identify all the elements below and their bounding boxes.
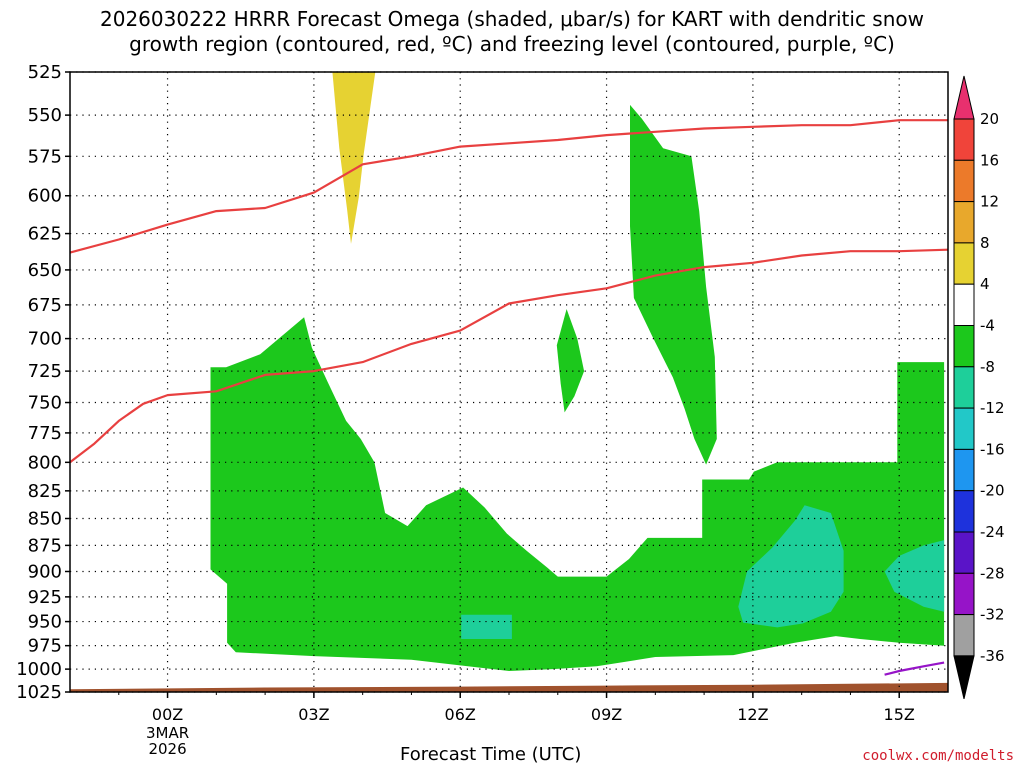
plot-frame [69, 71, 949, 693]
y-tick-label-800: 800 [28, 452, 62, 473]
colorbar-swatch-3 [953, 201, 975, 244]
x-tick-label-5: 15Z [884, 705, 915, 724]
colorbar-label-2: 12 [980, 193, 999, 211]
omega-region-4 [461, 614, 512, 639]
dendritic-contour-0 [69, 119, 948, 254]
x-tick-label-1: 03Z [298, 705, 329, 724]
colorbar-label-6: -8 [980, 358, 995, 376]
colorbar-swatch-13 [953, 614, 975, 657]
colorbar-label-4: 4 [980, 275, 990, 293]
colorbar-swatch-1 [953, 118, 975, 161]
colorbar-swatch-8 [953, 407, 975, 450]
colorbar-swatch-9 [953, 448, 975, 492]
y-tick-label-900: 900 [28, 561, 62, 582]
omega-region-0 [332, 72, 376, 244]
colorbar-swatch-11 [953, 531, 975, 574]
colorbar-label-8: -16 [980, 440, 1005, 458]
x-tick-label-2: 06Z [445, 705, 476, 724]
x-tick-label-4: 12Z [737, 705, 768, 724]
y-tick-label-775: 775 [28, 423, 62, 444]
y-tick-label-875: 875 [28, 535, 62, 556]
freezing-contour-0 [884, 661, 945, 676]
y-tick-label-850: 850 [28, 509, 62, 530]
colorbar-swatch-6 [953, 325, 975, 368]
colorbar-swatch-5 [953, 283, 975, 327]
colorbar-top-arrow [953, 75, 975, 120]
y-tick-label-1000: 1000 [16, 659, 62, 680]
y-tick-label-825: 825 [28, 481, 62, 502]
y-tick-label-750: 750 [28, 393, 62, 414]
y-tick-label-975: 975 [28, 636, 62, 657]
colorbar-swatch-4 [953, 242, 975, 285]
y-tick-label-525: 525 [28, 62, 62, 83]
y-tick-label-575: 575 [28, 146, 62, 167]
y-tick-label-700: 700 [28, 329, 62, 350]
colorbar-bottom-arrow [953, 655, 975, 700]
colorbar-label-3: 8 [980, 234, 990, 252]
y-tick-label-625: 625 [28, 224, 62, 245]
y-tick-label-950: 950 [28, 612, 62, 633]
y-tick-label-1025: 1025 [16, 682, 62, 703]
colorbar-label-0: 20 [980, 110, 999, 128]
x-tick-label-0: 00Z [152, 705, 183, 724]
colorbar-label-13: -36 [980, 647, 1005, 665]
y-tick-label-650: 650 [28, 260, 62, 281]
y-tick-label-550: 550 [28, 105, 62, 126]
colorbar-label-7: -12 [980, 399, 1005, 417]
x-tick-sublabel-0-0: 3MAR [146, 724, 189, 742]
colorbar-swatch-12 [953, 572, 975, 616]
chart-title-line1: 2026030222 HRRR Forecast Omega (shaded, … [100, 7, 924, 31]
colorbar-label-1: 16 [980, 151, 999, 169]
credit-text: coolwx.com/modelts [862, 748, 1014, 764]
x-axis-label: Forecast Time (UTC) [400, 744, 582, 765]
dendritic-contour-1 [69, 248, 949, 464]
colorbar-swatch-10 [953, 490, 975, 533]
omega-region-1 [630, 104, 717, 465]
colorbar-swatch-2 [953, 159, 975, 203]
x-tick-label-3: 09Z [591, 705, 622, 724]
y-tick-label-925: 925 [28, 587, 62, 608]
colorbar-label-12: -32 [980, 606, 1005, 624]
colorbar-label-9: -20 [980, 482, 1005, 500]
chart-title-line2: growth region (contoured, red, ºC) and f… [129, 32, 895, 56]
terrain-area [70, 682, 948, 692]
y-tick-label-675: 675 [28, 295, 62, 316]
omega-region-2 [556, 309, 585, 413]
colorbar-label-10: -24 [980, 523, 1005, 541]
colorbar-swatch-7 [953, 366, 975, 409]
colorbar-label-11: -28 [980, 564, 1005, 582]
x-tick-sublabel-0-1: 2026 [148, 740, 186, 758]
colorbar-label-5: -4 [980, 317, 995, 335]
y-tick-label-600: 600 [28, 186, 62, 207]
y-tick-label-725: 725 [28, 361, 62, 382]
